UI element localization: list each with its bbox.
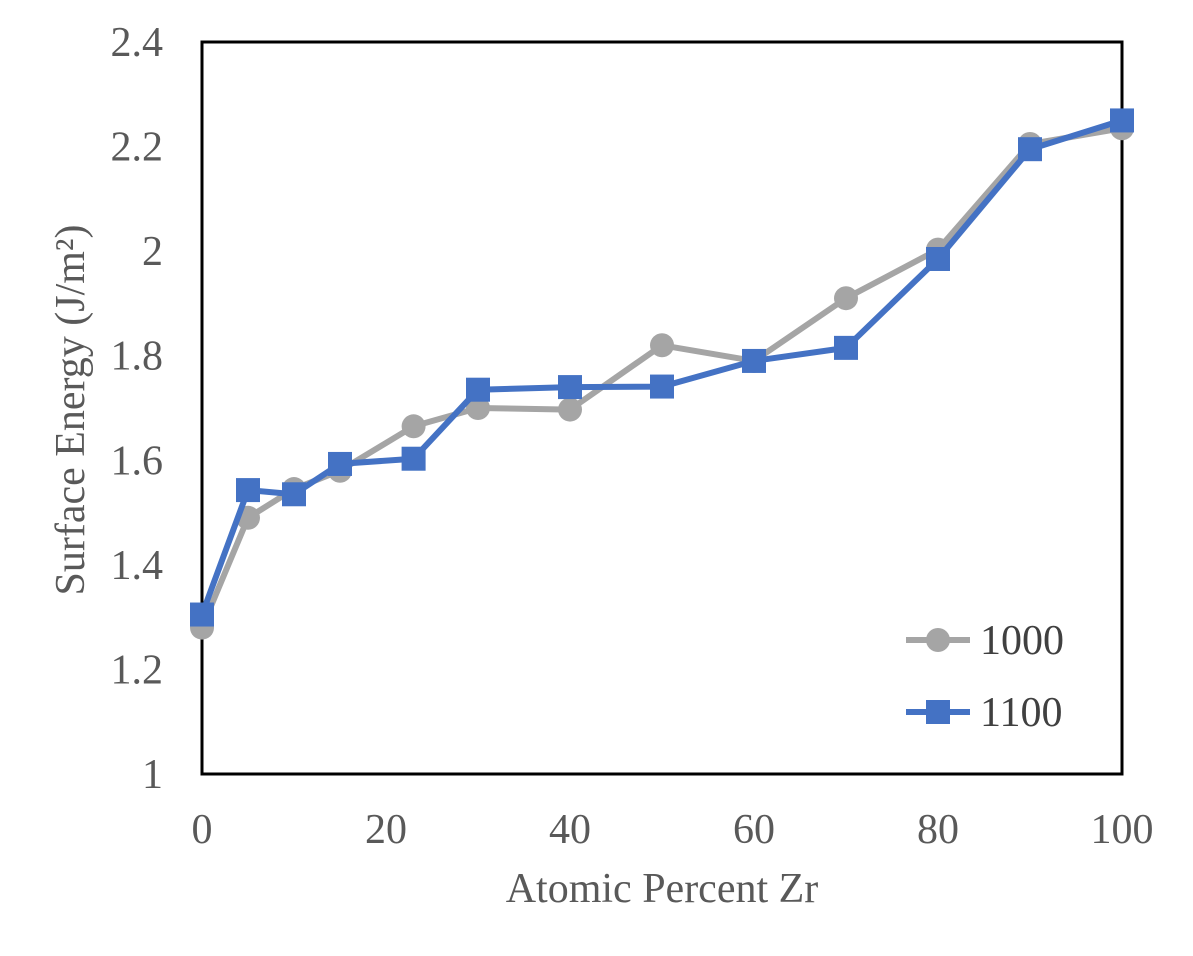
legend-marker-1000 [926,628,950,652]
data-point-1000 [466,396,490,420]
y-tick-label: 1.4 [111,543,164,589]
y-axis-title: Surface Energy (J/m²) [48,224,94,595]
y-tick-label: 1.6 [111,438,164,484]
legend-item-1000: 1000 [906,618,1064,664]
data-point-1000 [401,414,426,439]
x-tick-label: 60 [733,807,775,853]
data-point-1100 [742,348,766,373]
x-tick-label: 80 [917,807,959,853]
y-tick-label: 2 [142,229,163,275]
data-point-1100 [190,602,214,627]
legend-marker-1100 [926,700,950,724]
legend: 1000 1100 [906,618,1064,736]
series-layer [190,108,1134,640]
legend-label-1000: 1000 [980,618,1064,664]
y-tick-label: 1.8 [111,334,164,380]
data-point-1100 [650,374,674,399]
x-tick-label: 0 [192,807,213,853]
data-point-1100 [834,335,858,360]
data-point-1100 [401,446,426,471]
data-point-1100 [926,246,950,271]
series-1100 [190,108,1134,627]
data-point-1100 [1110,108,1134,133]
data-point-1100 [1018,137,1042,162]
x-tick-label: 20 [365,807,407,853]
x-tick-labels: 0 20 40 60 80 100 [192,807,1154,853]
data-point-1100 [282,482,306,507]
data-point-1000 [650,333,674,358]
y-tick-label: 1 [142,752,163,798]
plot-area [200,40,1124,776]
data-point-1100 [466,377,490,402]
data-point-1000 [558,397,582,422]
data-point-1100 [558,375,582,400]
data-point-1000 [834,286,858,311]
y-tick-labels: 1 1.2 1.4 1.6 1.8 2 2.2 2.4 [111,20,164,798]
x-axis-title: Atomic Percent Zr [506,866,819,912]
x-tick-label: 40 [549,807,591,853]
legend-label-1100: 1100 [980,690,1062,736]
legend-item-1100: 1100 [906,690,1062,736]
data-point-1100 [328,451,352,476]
y-tick-label: 1.2 [111,647,164,693]
data-point-1100 [236,478,260,503]
y-tick-label: 2.2 [111,125,164,171]
x-tick-label: 100 [1091,807,1154,853]
y-tick-label: 2.4 [111,20,164,66]
